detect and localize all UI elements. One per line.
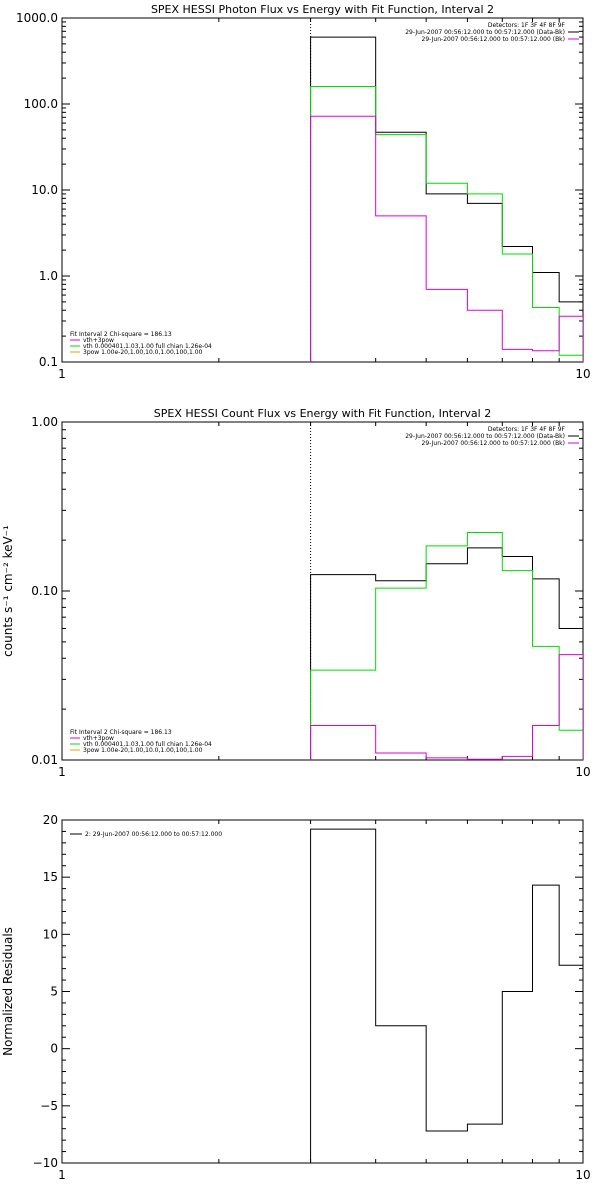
- x-tick-label: 10: [575, 765, 590, 779]
- legend-text: 29-Jun-2007 00:56:12.000 to 00:57:12.000…: [405, 433, 565, 440]
- legend-text: vth 0.000401,1.03,1.00 full chian 1.26e-…: [83, 741, 212, 748]
- legend-text: Detectors: 1F 3F 4F 8F 9F: [488, 426, 566, 433]
- chart-title: SPEX HESSI Count Flux vs Energy with Fit…: [154, 407, 491, 420]
- series-1-histogram: [310, 85, 583, 362]
- legend-text: 3pow 1.00e-20,1.00,10.0,1.00,100,1.00: [83, 349, 203, 356]
- y-tick-label: −10: [33, 1156, 58, 1170]
- series-2-histogram: [310, 115, 583, 362]
- series-0-histogram: [310, 36, 583, 362]
- y-tick-label: 20: [43, 813, 58, 827]
- legend-text: Fit Interval 2 Chi-square = 186.13: [70, 331, 172, 338]
- y-tick-label: −5: [40, 1099, 58, 1113]
- legend-text: 29-Jun-2007 00:56:12.000 to 00:57:12.000…: [405, 29, 565, 36]
- x-tick-label: 1: [58, 765, 66, 779]
- legend-text: 29-Jun-2007 00:56:12.000 to 00:57:12.000…: [422, 36, 565, 43]
- plot-frame: [61, 421, 584, 761]
- y-tick-label: 10: [43, 927, 58, 941]
- y-tick-label: 5: [50, 985, 58, 999]
- legend-text: 29-Jun-2007 00:56:12.000 to 00:57:12.000…: [422, 440, 565, 447]
- y-tick-label: 15: [43, 870, 58, 884]
- y-tick-label: 0.01: [31, 753, 58, 767]
- chart-title: SPEX HESSI Photon Flux vs Energy with Fi…: [151, 3, 494, 16]
- y-tick-label: 100.0: [24, 97, 58, 111]
- legend-text: vth+3pow: [83, 337, 114, 344]
- legend-text: vth+3pow: [83, 735, 114, 742]
- legend-text: Fit Interval 2 Chi-square = 186.13: [70, 729, 172, 736]
- y-tick-label: 1.00: [31, 415, 58, 429]
- legend-text: 3pow 1.00e-20,1.00,10.0,1.00,100,1.00: [83, 747, 203, 754]
- x-tick-label: 1: [58, 367, 66, 381]
- y-tick-label: 1000.0: [16, 11, 58, 25]
- legend-text: 2: 29-Jun-2007 00:56:12.000 to 00:57:12.…: [85, 831, 222, 838]
- x-tick-label: 10: [575, 1168, 590, 1182]
- photon-flux-panel: SPEX HESSI Photon Flux vs Energy with Fi…: [16, 3, 591, 381]
- y-tick-label: 1.0: [39, 269, 58, 283]
- series-0-histogram: [310, 547, 583, 760]
- y-tick-label: 10.0: [31, 183, 58, 197]
- y-tick-label: 0: [50, 1042, 58, 1056]
- series-2-histogram: [310, 654, 583, 760]
- y-axis-label: counts s⁻¹ cm⁻² keV⁻¹: [1, 525, 15, 657]
- legend-text: vth 0.000401,1.03,1.00 full chian 1.26e-…: [83, 343, 212, 350]
- y-axis-label: Normalized Residuals: [1, 927, 15, 1056]
- x-tick-label: 10: [575, 367, 590, 381]
- residuals-panel: Normalized Residuals 1 10 −10 −5 0 5 10 15 20 2: 2…: [1, 813, 591, 1182]
- plot-frame: [61, 17, 584, 363]
- y-tick-label: 0.1: [39, 355, 58, 369]
- y-tick-label: 0.10: [31, 584, 58, 598]
- x-tick-label: 1: [58, 1168, 66, 1182]
- count-flux-panel: SPEX HESSI Count Flux vs Energy with Fit…: [1, 407, 591, 779]
- legend-text: Detectors: 1F 3F 4F 8F 9F: [488, 22, 566, 29]
- series-0-histogram: [310, 828, 583, 1163]
